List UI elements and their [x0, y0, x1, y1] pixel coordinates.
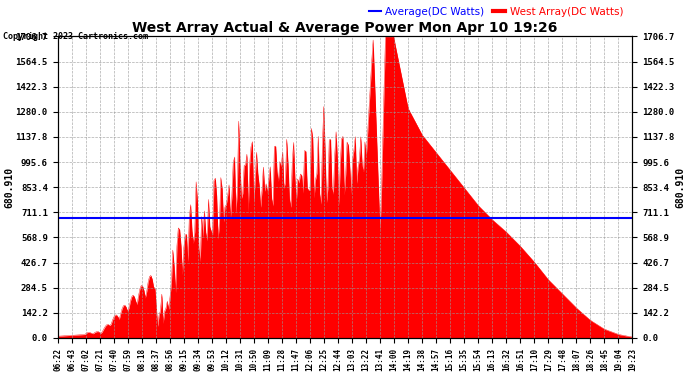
Text: Copyright 2023 Cartronics.com: Copyright 2023 Cartronics.com [3, 32, 148, 41]
Legend: Average(DC Watts), West Array(DC Watts): Average(DC Watts), West Array(DC Watts) [364, 3, 627, 21]
Title: West Array Actual & Average Power Mon Apr 10 19:26: West Array Actual & Average Power Mon Ap… [132, 21, 558, 35]
Y-axis label: 680.910: 680.910 [4, 166, 14, 208]
Y-axis label: 680.910: 680.910 [676, 166, 686, 208]
